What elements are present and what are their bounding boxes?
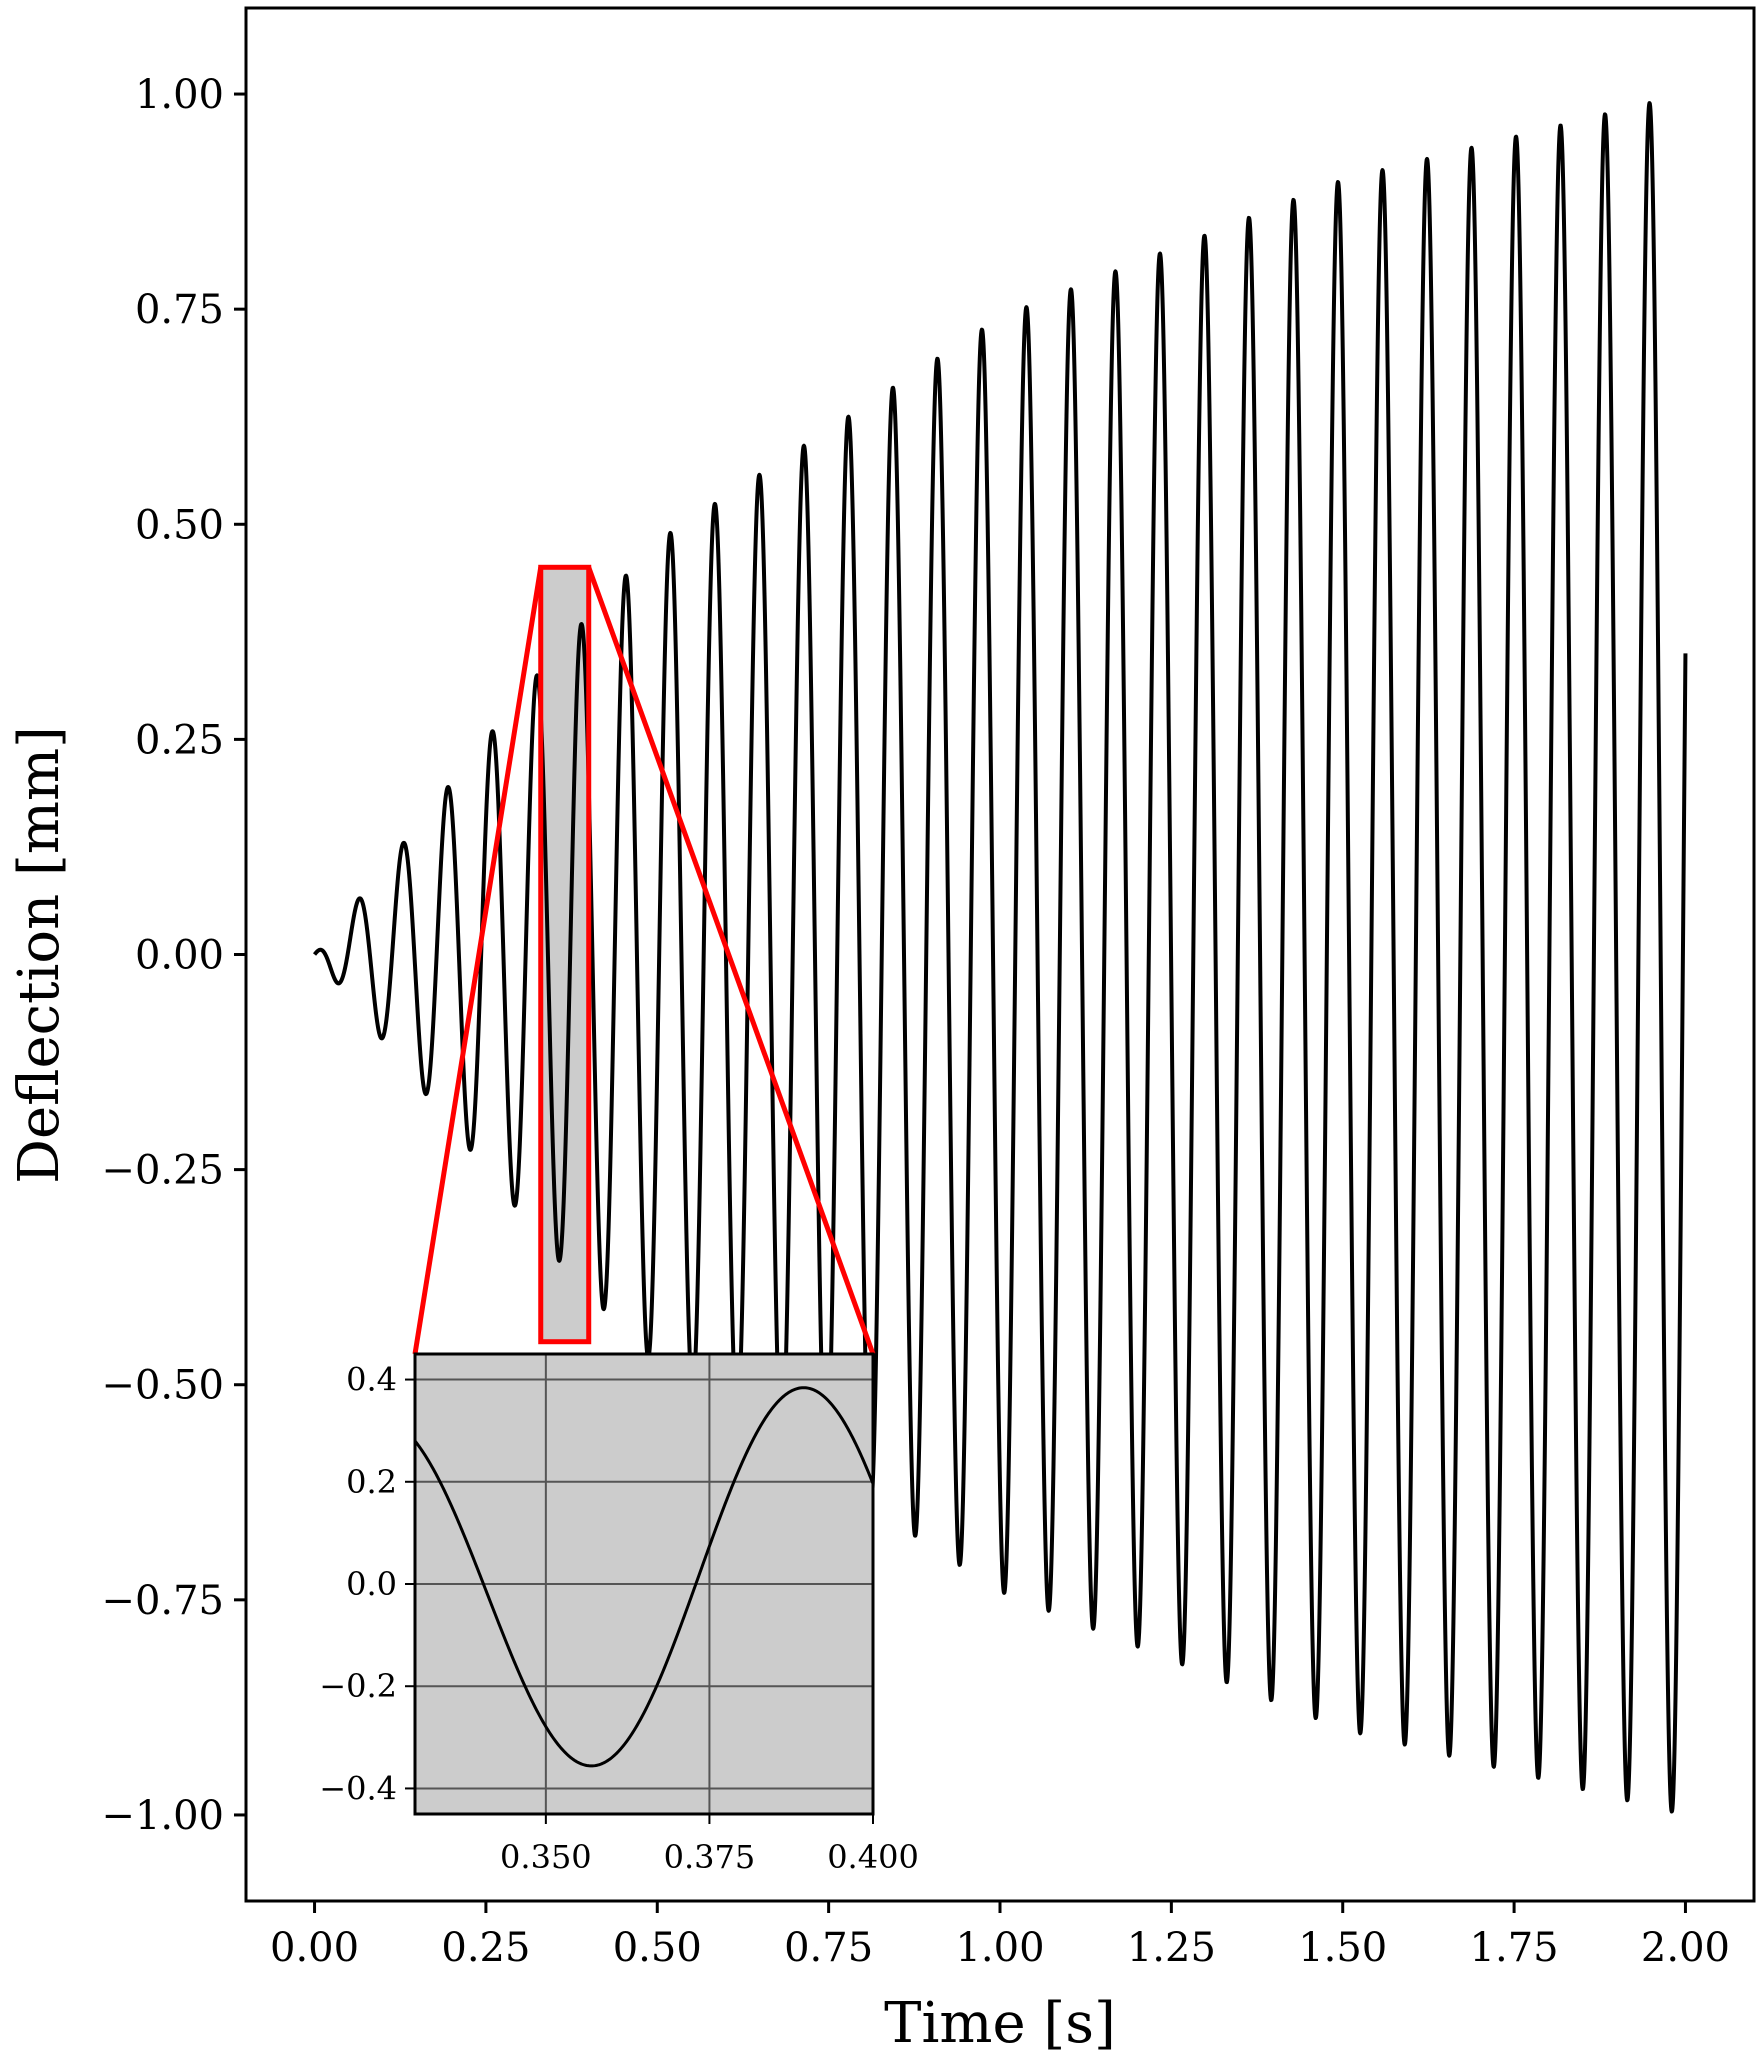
- y-tick-label: 0.00: [135, 933, 224, 979]
- x-tick-label: 1.25: [1127, 1925, 1216, 1971]
- y-tick-label: −1.00: [101, 1793, 224, 1839]
- inset-x-axis-ticks: 0.350 0.375 0.400: [500, 1814, 919, 1876]
- zoom-connector-left: [412, 566, 544, 1355]
- y-tick-label: 1.00: [135, 72, 224, 118]
- inset-x-tick-label: 0.400: [827, 1838, 919, 1876]
- y-tick-label: 0.75: [135, 287, 224, 333]
- inset-y-tick-label: −0.2: [319, 1667, 397, 1705]
- zoom-connector-right: [586, 566, 876, 1355]
- zoom-region-box: [538, 564, 592, 1345]
- y-axis-ticks: 1.00 0.75 0.50 0.25 0.00 −0.25 −0.50 −0.75 −1.00: [101, 72, 246, 1839]
- inset-x-tick-label: 0.350: [500, 1838, 592, 1876]
- inset-series-group: [415, 1386, 873, 1768]
- x-tick-label: 0.00: [270, 1925, 359, 1971]
- x-tick-label: 0.75: [784, 1925, 873, 1971]
- inset-series-line: [415, 1386, 873, 1768]
- inset-y-tick-label: −0.4: [319, 1769, 397, 1807]
- inset-x-tick-label: 0.375: [664, 1838, 756, 1876]
- x-tick-label: 1.75: [1470, 1925, 1559, 1971]
- inset-plot: 0.350 0.375 0.400 0.4 0.2 0.0 −0.2 −0.4: [319, 1352, 919, 1876]
- x-axis-ticks: 0.00 0.25 0.50 0.75 1.00 1.25 1.50 1.75 2.00: [270, 1901, 1730, 1971]
- y-tick-label: −0.75: [101, 1578, 224, 1624]
- x-axis-title: Time [s]: [884, 1991, 1116, 2056]
- y-tick-label: 0.50: [135, 502, 224, 548]
- inset-y-tick-label: 0.4: [346, 1361, 397, 1399]
- x-tick-label: 2.00: [1641, 1925, 1730, 1971]
- x-tick-label: 0.50: [613, 1925, 702, 1971]
- y-axis-title: Deflection [mm]: [7, 726, 72, 1184]
- y-tick-label: 0.25: [135, 717, 224, 763]
- x-tick-label: 0.25: [441, 1925, 530, 1971]
- x-tick-label: 1.00: [955, 1925, 1044, 1971]
- y-tick-label: −0.25: [101, 1148, 224, 1194]
- y-tick-label: −0.50: [101, 1363, 224, 1409]
- main-plot-area: 0.00 0.25 0.50 0.75 1.00 1.25 1.50 1.75 2.00 1.0…: [101, 6, 1756, 1971]
- inset-y-tick-label: 0.0: [346, 1565, 397, 1603]
- inset-y-tick-label: 0.2: [346, 1463, 397, 1501]
- x-tick-label: 1.50: [1298, 1925, 1387, 1971]
- inset-y-axis-ticks: 0.4 0.2 0.0 −0.2 −0.4: [319, 1361, 415, 1807]
